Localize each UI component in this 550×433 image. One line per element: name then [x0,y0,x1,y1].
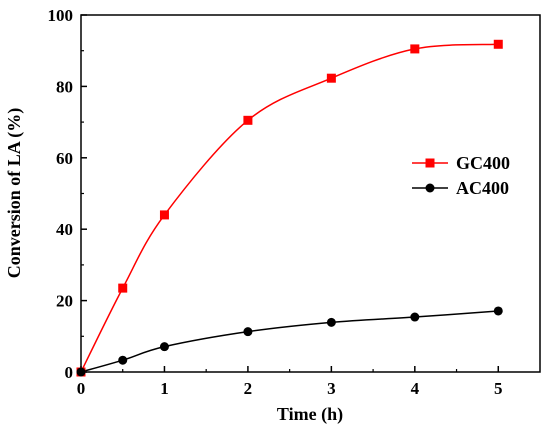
legend-marker-ac400 [425,183,435,193]
data-point-ac400 [243,327,253,337]
x-tick-label: 1 [160,379,169,398]
legend: GC400 AC400 [412,153,510,198]
data-point-ac400 [76,367,86,377]
data-point-gc400 [159,210,169,220]
legend-label-gc400: GC400 [456,153,510,173]
data-point-ac400 [410,312,420,322]
x-tick-label: 4 [411,379,420,398]
y-tick-label: 80 [56,77,73,96]
y-tick-label: 20 [56,292,73,311]
data-point-ac400 [493,306,503,316]
y-tick-label: 0 [65,363,74,382]
x-tick-label: 3 [327,379,336,398]
data-point-gc400 [410,44,420,54]
x-axis: 0 1 2 3 4 5 [77,366,503,398]
series-line-gc400 [80,43,499,373]
y-axis-title: Conversion of LA (%) [4,108,25,279]
x-tick-label: 5 [494,379,503,398]
y-tick-label: 100 [48,6,74,25]
data-point-gc400 [118,283,128,293]
data-point-gc400 [243,115,253,125]
legend-label-ac400: AC400 [456,178,509,198]
data-point-ac400 [118,355,128,365]
legend-marker-gc400 [425,158,435,168]
series-layer [76,39,503,377]
y-tick-label: 60 [56,149,73,168]
data-point-gc400 [493,39,503,49]
x-tick-label: 2 [244,379,253,398]
x-tick-label: 0 [77,379,86,398]
data-point-ac400 [326,317,336,327]
series-line-ac400 [80,310,499,373]
y-axis: 0 20 40 60 80 100 [48,6,87,382]
y-tick-label: 40 [56,220,73,239]
data-point-gc400 [326,73,336,83]
x-axis-title: Time (h) [277,404,343,425]
data-point-ac400 [159,342,169,352]
